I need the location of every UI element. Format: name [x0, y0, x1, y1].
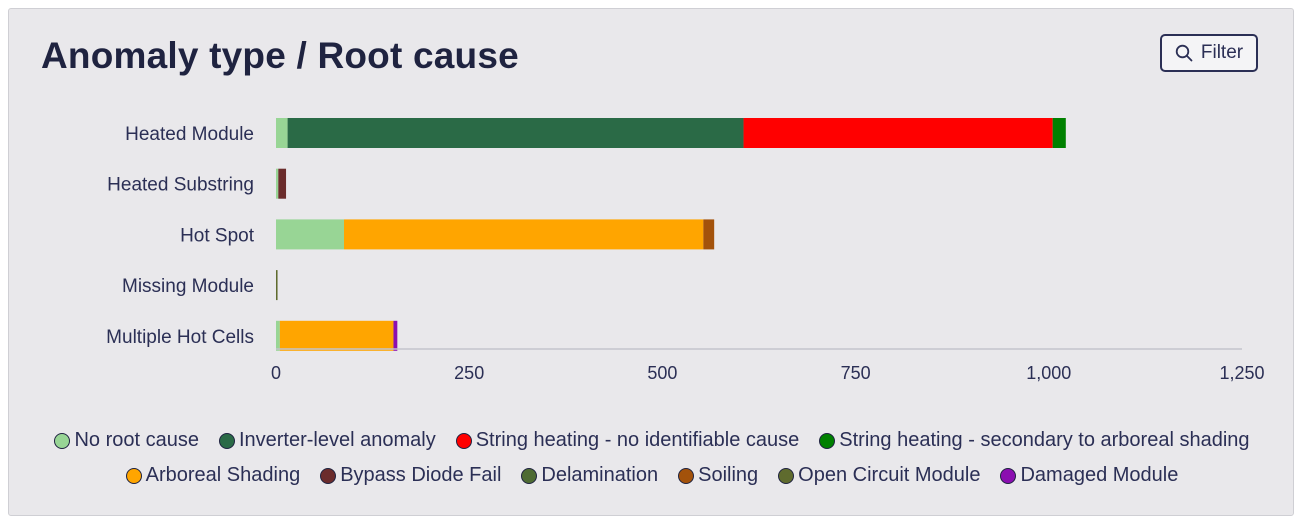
x-tick-label: 250 — [454, 363, 484, 383]
legend-item[interactable]: Arboreal Shading — [125, 464, 301, 487]
legend-label: Soiling — [698, 464, 759, 486]
legend-swatch — [320, 467, 337, 484]
legend-item[interactable]: Inverter-level anomaly — [218, 429, 436, 452]
x-tick-label: 750 — [841, 363, 871, 383]
bar-segment[interactable] — [287, 118, 744, 148]
legend-swatch — [678, 467, 695, 484]
category-label: Missing Module — [122, 276, 254, 297]
legend-item[interactable]: String heating - no identifiable cause — [455, 429, 800, 452]
bar-segment[interactable] — [344, 219, 704, 250]
legend-label: String heating - no identifiable cause — [475, 429, 800, 451]
bar-segment[interactable] — [276, 118, 288, 148]
category-label: Heated Module — [125, 124, 254, 145]
legend-swatch — [521, 467, 538, 484]
x-tick-label: 1,000 — [1026, 363, 1071, 383]
page-title: Anomaly type / Root cause — [41, 35, 519, 76]
legend-item[interactable]: Open Circuit Module — [778, 464, 980, 487]
category-label: Hot Spot — [180, 225, 255, 246]
chart-legend: No root cause Inverter-level anomaly Strin… — [29, 429, 1275, 487]
legend-label: Open Circuit Module — [798, 464, 981, 486]
legend-swatch — [125, 467, 142, 484]
bar-segment[interactable] — [276, 219, 345, 250]
bar-segment[interactable] — [278, 168, 287, 199]
x-tick-label: 500 — [647, 363, 677, 383]
legend-swatch — [54, 432, 71, 449]
legend-label: Delamination — [541, 464, 659, 486]
legend-label: Arboreal Shading — [145, 464, 301, 486]
legend-item[interactable]: No root cause — [54, 429, 199, 452]
legend-swatch — [218, 432, 235, 449]
bar-segment[interactable] — [279, 320, 394, 351]
bar-segment[interactable] — [1052, 118, 1066, 148]
legend-label: No root cause — [74, 429, 199, 451]
legend-item[interactable]: Soiling — [678, 464, 758, 487]
search-icon — [1175, 44, 1193, 62]
x-tick-label: 1,250 — [1219, 363, 1264, 383]
x-tick-label: 0 — [271, 363, 281, 383]
legend-swatch — [778, 467, 795, 484]
bar-segment[interactable] — [393, 320, 398, 351]
legend-item[interactable]: Delamination — [521, 464, 658, 487]
legend-swatch — [819, 432, 836, 449]
legend-label: Bypass Diode Fail — [340, 464, 502, 486]
legend-label: String heating - secondary to arboreal s… — [839, 429, 1250, 451]
bar-segment[interactable] — [703, 219, 715, 250]
bar-segment[interactable] — [276, 320, 280, 351]
category-label: Multiple Hot Cells — [106, 327, 254, 348]
legend-label: Damaged Module — [1020, 464, 1179, 486]
legend-label: Inverter-level anomaly — [238, 429, 436, 451]
legend-swatch — [455, 432, 472, 449]
category-label: Heated Substring — [107, 175, 254, 196]
legend-swatch — [1000, 467, 1017, 484]
legend-item[interactable]: Damaged Module — [1000, 464, 1178, 487]
filter-label: Filter — [1200, 42, 1244, 63]
bar-segment[interactable] — [276, 270, 278, 301]
legend-item[interactable]: String heating - secondary to arboreal s… — [819, 429, 1250, 452]
stacked-bar-chart: Heated Module Heated Substring Hot Spot Mis… — [106, 118, 1265, 383]
bar-segment[interactable] — [743, 118, 1053, 148]
filter-button[interactable]: Filter — [1160, 34, 1258, 72]
legend-item[interactable]: Bypass Diode Fail — [320, 464, 501, 487]
chart-card: Anomaly type / Root cause Filter Heated … — [8, 8, 1294, 516]
bar-segment[interactable] — [276, 168, 279, 199]
